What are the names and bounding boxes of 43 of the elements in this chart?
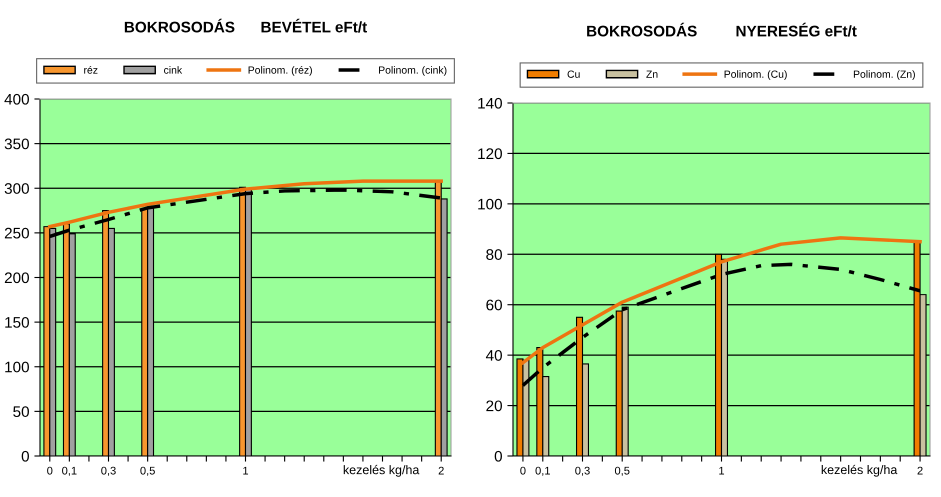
y-tick-label: 120 bbox=[478, 148, 502, 160]
chart-title: BOKROSODÁS BEVÉTEL eFt/t bbox=[124, 18, 367, 33]
y-tick-label: 300 bbox=[4, 183, 29, 194]
x-tick-label: 0,1 bbox=[535, 466, 550, 476]
legend-label: Polinom. (réz) bbox=[248, 66, 312, 76]
y-tick-label: 0 bbox=[22, 450, 29, 462]
y-tick-label: 150 bbox=[5, 316, 29, 328]
x-axis-title: kezelés kg/ha bbox=[344, 464, 420, 477]
y-tick-label: 50 bbox=[13, 406, 29, 418]
x-tick-label: 0,5 bbox=[140, 466, 155, 476]
x-tick-label: 1 bbox=[243, 466, 248, 474]
legend-label: Zn bbox=[646, 70, 658, 78]
y-tick-label: 350 bbox=[4, 138, 29, 150]
chart-title: BOKROSODÁS NYERESÉG eFt/t bbox=[587, 22, 857, 37]
y-tick-label: 140 bbox=[478, 98, 502, 109]
y-tick-label: 40 bbox=[486, 350, 502, 361]
x-tick-label: 0 bbox=[520, 466, 526, 475]
line-series bbox=[521, 236, 922, 364]
x-tick-label: 2 bbox=[438, 466, 444, 474]
y-tick-label: 80 bbox=[486, 249, 502, 260]
legend-label: Polinom. (Zn) bbox=[854, 70, 915, 80]
y-tick-label: 20 bbox=[486, 400, 502, 412]
x-tick-label: 0,5 bbox=[614, 466, 630, 476]
y-tick-label: 100 bbox=[478, 198, 502, 210]
x-axis-title: kezelés kg/ha bbox=[822, 464, 898, 477]
legend-label: réz bbox=[84, 66, 98, 74]
y-tick-label: 200 bbox=[4, 272, 29, 284]
x-tick-label: 1 bbox=[719, 466, 724, 474]
x-tick-label: 0,1 bbox=[62, 466, 77, 476]
y-tick-label: 60 bbox=[486, 300, 502, 310]
y-tick-label: 250 bbox=[4, 228, 29, 239]
y-tick-label: 0 bbox=[494, 450, 502, 462]
legend-label: Cu bbox=[568, 70, 580, 78]
x-tick-label: 2 bbox=[918, 466, 923, 474]
legend-label: Polinom. (Cu) bbox=[724, 70, 787, 80]
x-tick-label: 0 bbox=[47, 466, 52, 475]
x-tick-label: 0,3 bbox=[101, 466, 116, 476]
y-tick-label: 400 bbox=[4, 94, 29, 105]
x-tick-label: 0,3 bbox=[575, 466, 590, 476]
y-tick-label: 100 bbox=[5, 362, 29, 372]
legend-label: cink bbox=[164, 66, 182, 74]
line-series bbox=[48, 179, 443, 228]
legend-label: Polinom. (cink) bbox=[379, 66, 446, 76]
